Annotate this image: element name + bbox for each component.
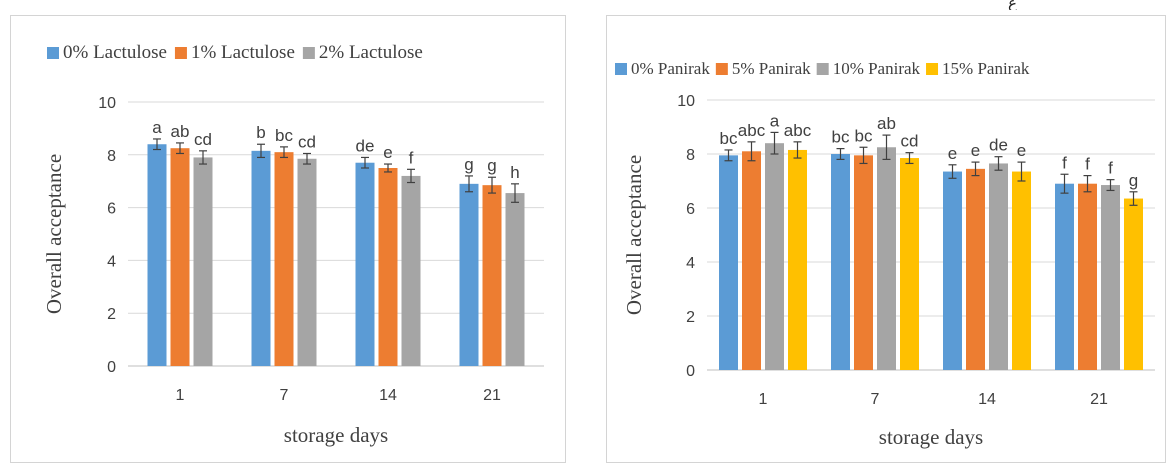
lactulose-sig-label-s1-c1: bc — [275, 126, 293, 145]
lactulose-xtick-label-2: 14 — [379, 387, 397, 404]
panirak-bar-s3-c0 — [788, 149, 807, 370]
lactulose-sig-label-s0-c0: a — [152, 118, 162, 137]
lactulose-sig-label-s2-c3: h — [510, 163, 519, 182]
panirak-bar-s2-c0 — [765, 143, 784, 370]
panirak-sig-label-s0-c3: f — [1062, 153, 1067, 172]
panirak-bar-s3-c3 — [1124, 198, 1143, 370]
lactulose-sig-label-s0-c3: g — [464, 155, 473, 174]
panirak-ytick-label-4: 8 — [686, 147, 695, 164]
corner-glyph: ع — [1008, 0, 1017, 10]
panirak-sig-label-s1-c1: bc — [855, 126, 873, 145]
panirak-xtick-label-2: 14 — [978, 391, 996, 408]
panirak-sig-label-s3-c3: g — [1129, 171, 1138, 190]
panirak-legend-label-1: 5% Panirak — [732, 59, 811, 78]
panirak-sig-label-s0-c1: bc — [832, 128, 850, 147]
lactulose-xtick-label-3: 21 — [483, 387, 501, 404]
panirak-ytick-label-0: 0 — [686, 363, 695, 380]
panirak-sig-label-s3-c0: abc — [784, 121, 812, 140]
panirak-bar-s2-c2 — [989, 163, 1008, 370]
panirak-bar-s0-c1 — [831, 154, 850, 370]
panirak-xtick-label-3: 21 — [1090, 391, 1108, 408]
lactulose-sig-label-s0-c2: de — [356, 136, 375, 155]
lactulose-bar-s2-c1 — [297, 158, 317, 366]
lactulose-legend-label-0: 0% Lactulose — [63, 42, 167, 63]
panirak-sig-label-s0-c0: bc — [720, 129, 738, 148]
lactulose-ytick-label-3: 6 — [107, 201, 116, 218]
panirak-legend-swatch-2 — [816, 63, 829, 75]
lactulose-sig-label-s2-c0: cd — [194, 130, 212, 149]
panirak-legend-swatch-1 — [715, 63, 728, 75]
lactulose-bar-s1-c3 — [482, 185, 502, 366]
panirak-bar-s3-c1 — [900, 158, 919, 370]
panirak-bar-s2-c3 — [1101, 185, 1120, 370]
lactulose-ytick-label-5: 10 — [98, 95, 116, 112]
panirak-legend-label-3: 15% Panirak — [942, 59, 1030, 78]
lactulose-legend-label-1: 1% Lactulose — [191, 42, 295, 63]
lactulose-x-axis-title: storage days — [284, 423, 388, 447]
panirak-sig-label-s3-c2: e — [1017, 141, 1026, 160]
lactulose-legend-swatch-0 — [47, 47, 59, 59]
panirak-x-axis-title: storage days — [879, 425, 983, 449]
lactulose-sig-label-s2-c2: f — [409, 148, 414, 167]
lactulose-legend-label-2: 2% Lactulose — [319, 42, 423, 63]
panirak-sig-label-s2-c3: f — [1108, 159, 1113, 178]
lactulose-bar-s2-c0 — [193, 157, 213, 366]
panirak-xtick-label-1: 7 — [871, 391, 880, 408]
lactulose-sig-label-s2-c1: cd — [298, 132, 316, 151]
lactulose-bar-s0-c2 — [355, 162, 375, 366]
chart-svg-lactulose: 0% Lactulose 1% Lactulose 2% Lactulose 0 2 4 6… — [42, 42, 544, 447]
lactulose-y-axis-title: Overall acceptance — [42, 154, 66, 314]
panirak-sig-label-s1-c2: e — [971, 141, 980, 160]
lactulose-ytick-label-2: 4 — [107, 253, 116, 270]
lactulose-xtick-label-1: 7 — [280, 387, 289, 404]
lactulose-ytick-label-1: 2 — [107, 306, 116, 323]
panirak-bar-s3-c2 — [1012, 171, 1031, 370]
panirak-bar-s1-c3 — [1078, 183, 1097, 370]
panirak-sig-label-s1-c3: f — [1085, 155, 1090, 174]
lactulose-sig-label-s1-c0: ab — [171, 122, 190, 141]
lactulose-sig-label-s0-c1: b — [256, 123, 265, 142]
lactulose-legend-swatch-2 — [302, 47, 315, 59]
lactulose-bar-s2-c3 — [505, 193, 525, 366]
panirak-ytick-label-1: 2 — [686, 309, 695, 326]
lactulose-bar-s1-c0 — [170, 148, 190, 366]
chart-panel-panirak: 0% Panirak 5% Panirak 10% Panirak 15% Panir… — [606, 15, 1166, 463]
lactulose-sig-label-s1-c2: e — [383, 143, 392, 162]
panirak-bar-s1-c0 — [742, 151, 761, 370]
lactulose-bar-s0-c3 — [459, 183, 479, 366]
panirak-y-axis-title: Overall acceptance — [622, 155, 646, 315]
panirak-bar-s2-c1 — [877, 147, 896, 370]
panirak-legend-swatch-3 — [926, 63, 939, 75]
lactulose-bar-s1-c1 — [274, 152, 294, 366]
lactulose-legend-swatch-1 — [174, 47, 187, 59]
panirak-bar-s0-c2 — [943, 171, 962, 370]
panirak-ytick-label-5: 10 — [677, 93, 695, 110]
panirak-ytick-label-2: 4 — [686, 255, 695, 272]
panirak-ytick-label-3: 6 — [686, 201, 695, 218]
panirak-bar-s0-c0 — [719, 155, 738, 370]
panirak-legend-label-2: 10% Panirak — [833, 59, 921, 78]
lactulose-sig-label-s1-c3: g — [487, 156, 496, 175]
panirak-sig-label-s1-c0: abc — [738, 121, 766, 140]
panirak-sig-label-s3-c1: cd — [901, 132, 919, 151]
panirak-legend-swatch-0 — [615, 63, 627, 75]
lactulose-bar-s2-c2 — [401, 175, 421, 366]
panirak-sig-label-s2-c2: de — [989, 136, 1008, 155]
panirak-bar-s0-c3 — [1055, 183, 1074, 370]
lactulose-ytick-label-0: 0 — [107, 359, 116, 376]
lactulose-bar-s0-c1 — [251, 150, 271, 366]
panirak-bar-s1-c1 — [854, 155, 873, 370]
chart-svg-panirak: 0% Panirak 5% Panirak 10% Panirak 15% Panir… — [615, 59, 1155, 449]
panirak-sig-label-s2-c0: a — [770, 111, 780, 130]
panirak-xtick-label-0: 1 — [759, 391, 768, 408]
panirak-sig-label-s0-c2: e — [948, 144, 957, 163]
panirak-legend-label-0: 0% Panirak — [631, 59, 710, 78]
chart-panel-lactulose: 0% Lactulose 1% Lactulose 2% Lactulose 0 2 4 6… — [10, 15, 566, 463]
lactulose-bar-s0-c0 — [147, 144, 167, 366]
lactulose-ytick-label-4: 8 — [107, 148, 116, 165]
lactulose-xtick-label-0: 1 — [176, 387, 185, 404]
panirak-bar-s1-c2 — [966, 168, 985, 370]
lactulose-bar-s1-c2 — [378, 168, 398, 366]
panirak-sig-label-s2-c1: ab — [877, 114, 896, 133]
